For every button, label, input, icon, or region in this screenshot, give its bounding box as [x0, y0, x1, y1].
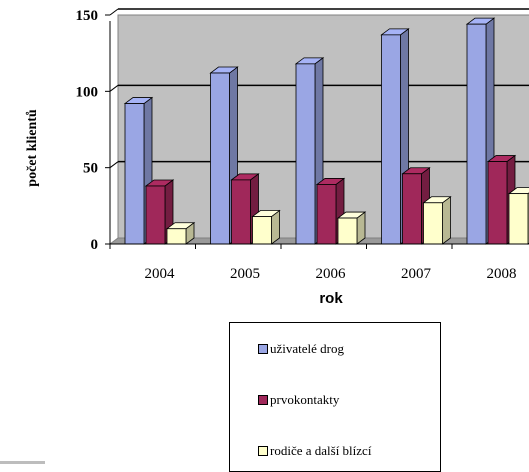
- bar-2005-2: [251, 209, 281, 245]
- x-tick-label-2006: 2006: [316, 266, 347, 282]
- gridline-diag-150: [109, 8, 119, 16]
- bar-2007-2: [422, 195, 452, 245]
- plot-area: [108, 8, 529, 245]
- x-tick-label-2005: 2005: [230, 266, 260, 282]
- bar-front-2006-1: [316, 184, 337, 245]
- x-tick-label-2008: 2008: [487, 266, 517, 282]
- y-tick-label-150: 150: [76, 8, 99, 24]
- bar-2004-2: [165, 221, 196, 245]
- bar-side-2007-2: [442, 195, 451, 245]
- y-tick-label-50: 50: [83, 161, 98, 177]
- legend-label-2: rodiče a další blízcí: [270, 443, 372, 458]
- chart: 0 50 100 150 2004 2005 2006 2007 2008 rok počet…: [25, 8, 529, 307]
- legend-item-0: uživatelé drog: [258, 341, 344, 357]
- legend-item-1: prvokontakty: [258, 392, 339, 408]
- x-tick-label-2004: 2004: [145, 266, 176, 282]
- bar-front-2006-2: [337, 217, 358, 245]
- bar-front-2007-0: [381, 34, 401, 245]
- bar-front-2004-1: [145, 185, 166, 245]
- x-axis-ticks: 2004 2005 2006 2007 2008: [109, 244, 517, 282]
- bar-front-2004-0: [124, 103, 145, 245]
- bar-front-2005-0: [210, 72, 230, 245]
- x-axis-label: rok: [319, 290, 343, 307]
- bar-2008-2: [507, 187, 529, 245]
- legend-swatch-0: [258, 344, 268, 354]
- bar-front-2007-1: [402, 173, 422, 245]
- legend-label-1: prvokontakty: [270, 392, 340, 407]
- legend-label-0: uživatelé drog: [270, 341, 344, 356]
- gridline-diag-100: [109, 84, 119, 92]
- bar-front-2007-2: [423, 202, 443, 245]
- decorative-edge: [0, 461, 45, 464]
- legend-item-2: rodiče a další blízcí: [258, 443, 371, 459]
- y-axis-ticks: 0 50 100 150: [76, 8, 110, 253]
- bar-front-2008-1: [487, 161, 508, 245]
- bar-front-2008-0: [466, 23, 487, 245]
- x-tick-label-2007: 2007: [401, 266, 432, 282]
- y-tick-label-100: 100: [76, 84, 99, 100]
- bar-front-2005-2: [252, 216, 272, 245]
- bar-front-2005-1: [231, 179, 251, 245]
- bar-2006-2: [336, 211, 367, 245]
- y-axis-label: počet klientů: [25, 109, 40, 187]
- legend-swatch-2: [258, 446, 268, 456]
- bar-front-2006-0: [295, 63, 316, 245]
- gridline-diag-50: [109, 161, 119, 169]
- bar-front-2008-2: [508, 193, 529, 245]
- y-tick-label-0: 0: [91, 237, 99, 253]
- bar-front-2004-2: [166, 228, 187, 245]
- legend-swatch-1: [258, 395, 268, 405]
- legend: uživatelé drog prvokontakty rodiče a dal…: [229, 322, 441, 472]
